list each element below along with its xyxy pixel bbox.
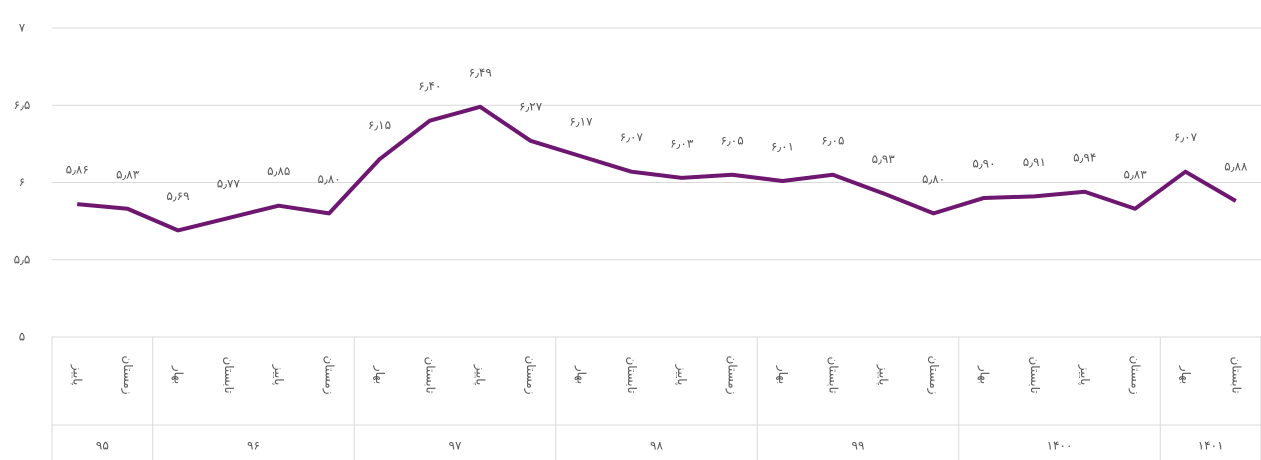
data-label: ۶٫۰۳ xyxy=(670,136,694,150)
x-tick-label: بهار xyxy=(573,365,588,384)
data-label: ۶٫۱۷ xyxy=(569,115,593,129)
x-tick-label: پاییز xyxy=(674,364,689,386)
data-label: ۵٫۸۰ xyxy=(922,172,945,186)
data-label: ۵٫۸۵ xyxy=(267,164,290,178)
x-tick-label: بهار xyxy=(1178,365,1193,384)
x-tick-label: تابستان xyxy=(222,356,236,393)
x-tick-label: بهار xyxy=(170,365,185,384)
data-label: ۶٫۰۵ xyxy=(821,133,844,147)
x-tick-label: پاییز xyxy=(271,364,286,386)
x-tick-label: بهار xyxy=(775,365,790,384)
x-tick-label: زمستان xyxy=(322,355,337,394)
data-label: ۵٫۸۸ xyxy=(1224,160,1248,174)
x-tick-label: بهار xyxy=(372,365,387,384)
x-tick-label: تابستان xyxy=(423,356,437,393)
data-label: ۶٫۰۵ xyxy=(720,133,743,147)
x-tick-label: تابستان xyxy=(625,356,639,393)
data-label: ۶٫۴۰ xyxy=(418,79,441,93)
data-label: ۶٫۰۱ xyxy=(771,139,794,153)
data-label: ۵٫۸۳ xyxy=(1123,167,1147,181)
data-label: ۶٫۰۷ xyxy=(1174,130,1198,144)
x-tick-label: پاییز xyxy=(876,364,891,386)
data-label: ۵٫۹۱ xyxy=(1023,155,1046,169)
data-label: ۵٫۷۷ xyxy=(217,177,241,191)
x-tick-label: تابستان xyxy=(1229,356,1243,393)
y-tick-label: ۵٫۵ xyxy=(14,252,31,266)
x-tick-label: زمستان xyxy=(926,355,941,394)
y-tick-label: ۶ xyxy=(19,175,25,189)
data-label: ۶٫۲۷ xyxy=(519,99,543,113)
y-tick-label: ۶٫۵ xyxy=(14,98,31,112)
data-label: ۵٫۸۶ xyxy=(66,163,89,177)
x-tick-label: زمستان xyxy=(120,355,135,394)
data-label: ۵٫۸۰ xyxy=(317,172,340,186)
data-label: ۵٫۸۳ xyxy=(116,167,140,181)
x-tick-label: تابستان xyxy=(826,356,840,393)
x-tick-label: پاییز xyxy=(70,364,85,386)
x-tick-label: زمستان xyxy=(725,355,740,394)
data-label: ۵٫۹۴ xyxy=(1073,150,1096,164)
data-label: ۶٫۴۹ xyxy=(469,65,492,79)
x-tick-label: پاییز xyxy=(1077,364,1092,386)
x-tick-label: بهار xyxy=(976,365,991,384)
group-label: ۹۷ xyxy=(449,439,462,453)
data-label: ۶٫۰۷ xyxy=(620,130,644,144)
data-label: ۵٫۹۰ xyxy=(972,156,995,170)
x-tick-label: تابستان xyxy=(1028,356,1042,393)
y-tick-label: ۷ xyxy=(19,21,26,35)
x-tick-label: زمستان xyxy=(1128,355,1143,394)
group-label: ۹۹ xyxy=(852,439,865,453)
group-label: ۹۶ xyxy=(247,439,260,453)
group-label: ۱۴۰۱ xyxy=(1198,439,1224,453)
group-label: ۹۸ xyxy=(650,439,663,453)
x-tick-label: پاییز xyxy=(473,364,488,386)
group-label: ۹۵ xyxy=(96,439,109,453)
data-label: ۶٫۱۵ xyxy=(368,118,391,132)
series-line xyxy=(77,104,1237,233)
data-label: ۵٫۹۳ xyxy=(872,152,896,166)
x-tick-label: زمستان xyxy=(523,355,538,394)
y-tick-label: ۵ xyxy=(19,330,25,344)
data-label: ۵٫۶۹ xyxy=(166,189,189,203)
group-label: ۱۴۰۰ xyxy=(1047,439,1073,453)
